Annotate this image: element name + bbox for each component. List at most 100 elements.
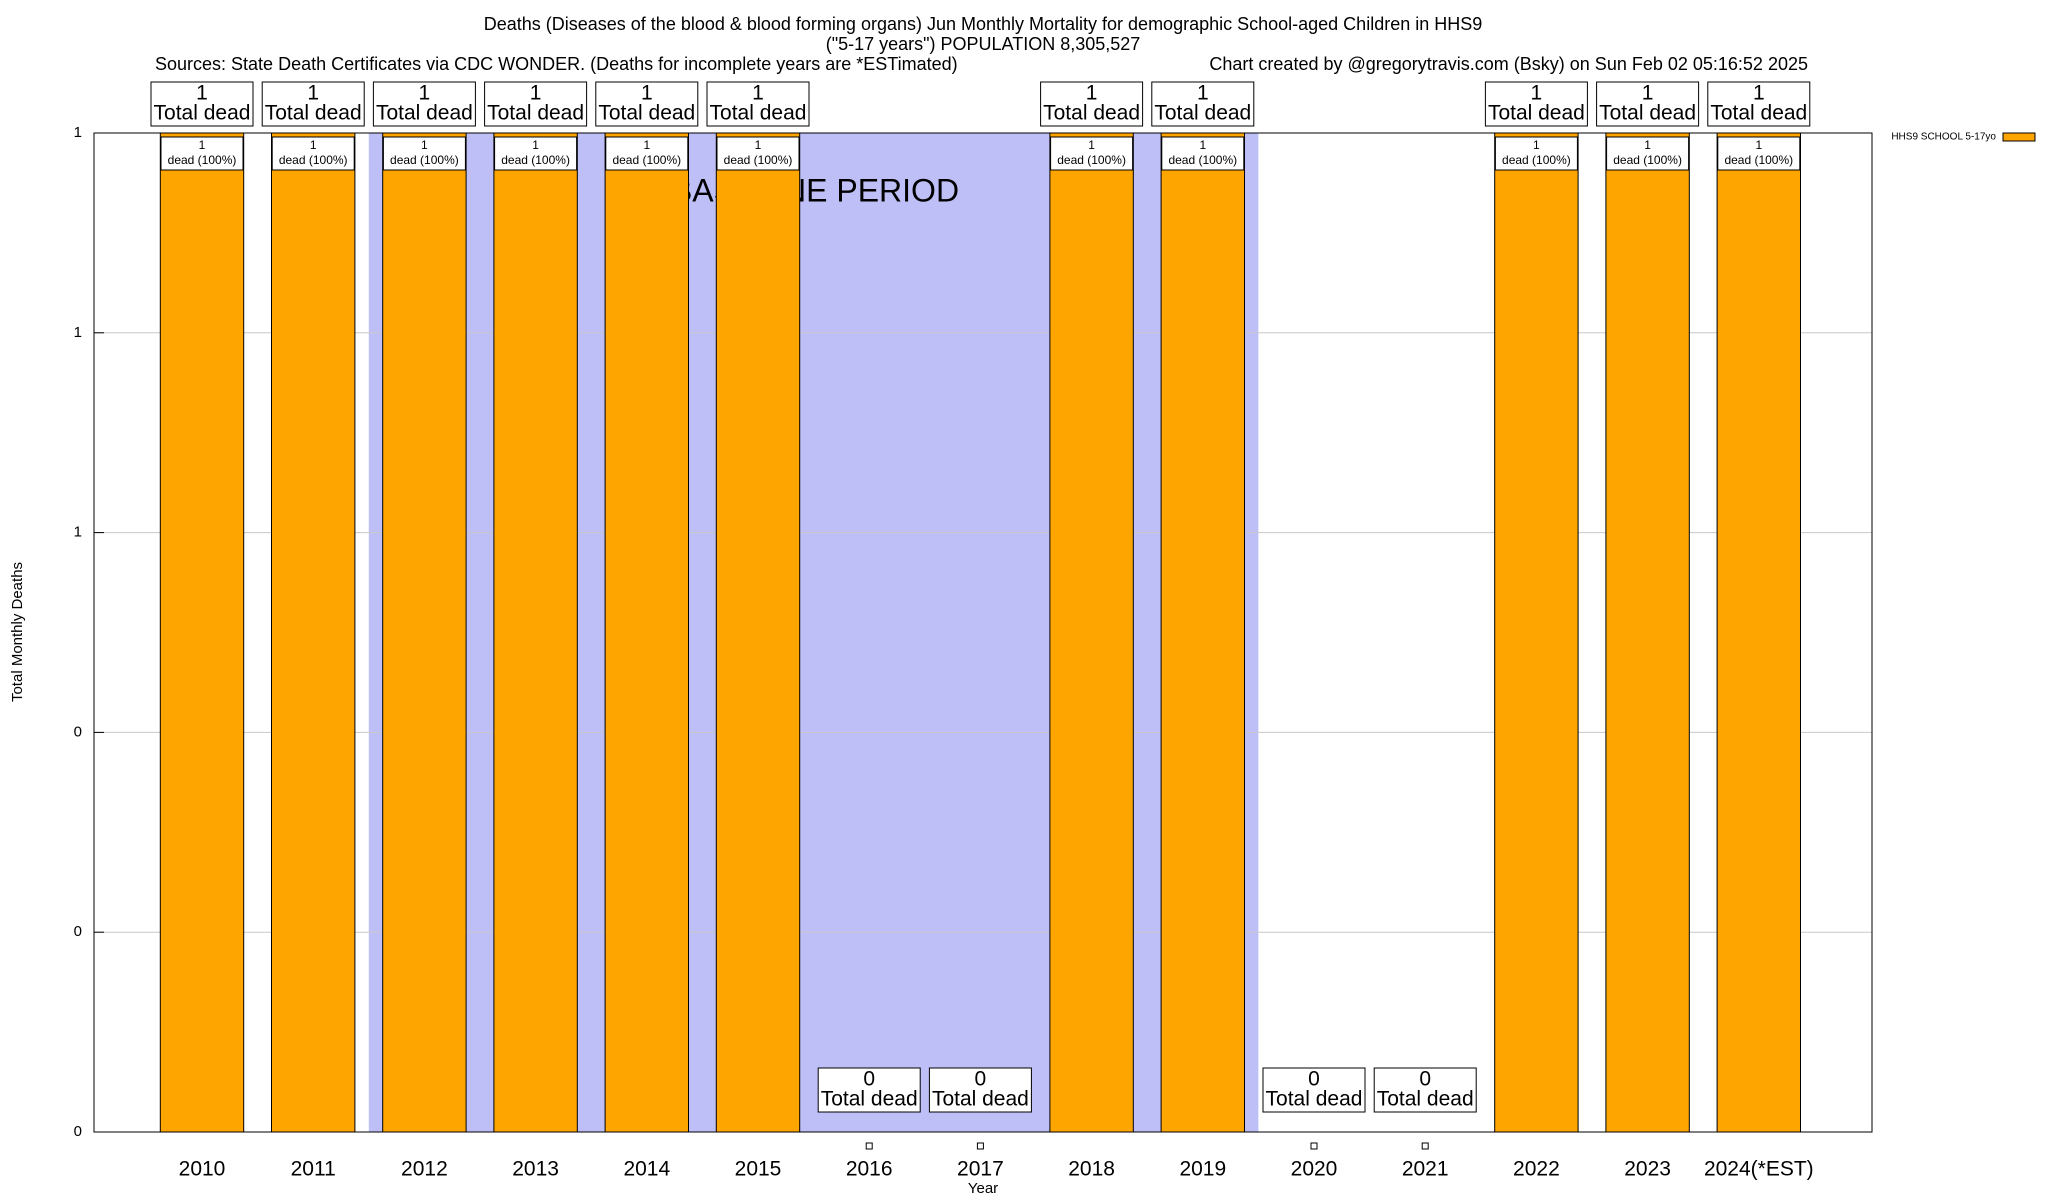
value-label: 1 bbox=[752, 82, 764, 105]
chart-subtitle: ("5-17 years") POPULATION 8,305,527 bbox=[826, 34, 1141, 54]
share-label-value: 1 bbox=[199, 138, 206, 152]
value-label: 1 bbox=[641, 82, 653, 105]
y-tick-label: 1 bbox=[74, 324, 82, 341]
share-label-value: 1 bbox=[310, 138, 317, 152]
share-label: dead (100%) bbox=[724, 153, 793, 167]
y-tick-label: 0 bbox=[74, 1123, 82, 1140]
value-label-text: Total dead bbox=[487, 102, 584, 125]
share-label-value: 1 bbox=[1088, 138, 1095, 152]
share-label-value: 1 bbox=[421, 138, 428, 152]
value-label-box bbox=[150, 81, 254, 127]
legend-label: HHS9 SCHOOL 5-17yo bbox=[1891, 132, 1996, 143]
x-tick-label: 2011 bbox=[291, 1158, 336, 1181]
value-label: 1 bbox=[1642, 82, 1654, 105]
value-label-box bbox=[595, 81, 699, 127]
share-label: dead (100%) bbox=[1168, 153, 1237, 167]
value-label: 1 bbox=[196, 82, 208, 105]
share-label-box bbox=[494, 136, 578, 171]
credit-note: Chart created by @gregorytravis.com (Bsk… bbox=[1209, 54, 1808, 74]
value-label-text: Total dead bbox=[710, 102, 807, 125]
value-label: 1 bbox=[307, 82, 319, 105]
bar bbox=[1716, 132, 1801, 1133]
value-label: 1 bbox=[1086, 82, 1098, 105]
x-tick-label: 2012 bbox=[401, 1158, 448, 1181]
x-tick-label: 2020 bbox=[1291, 1158, 1338, 1181]
x-tick-label: 2018 bbox=[1068, 1158, 1115, 1181]
share-label: dead (100%) bbox=[612, 153, 681, 167]
share-label: dead (100%) bbox=[1502, 153, 1571, 167]
baseline-label: BASELINE PERIOD bbox=[671, 172, 959, 208]
zero-marker bbox=[865, 1142, 873, 1150]
share-label-value: 1 bbox=[1533, 138, 1540, 152]
x-tick-label: 2015 bbox=[735, 1158, 782, 1181]
legend-swatch bbox=[2002, 132, 2036, 142]
value-label: 0 bbox=[975, 1068, 987, 1091]
value-label: 1 bbox=[1197, 82, 1209, 105]
share-label-value: 1 bbox=[755, 138, 762, 152]
value-label-box bbox=[1707, 81, 1811, 127]
share-label-box bbox=[382, 136, 466, 171]
value-label-box bbox=[484, 81, 588, 127]
share-label: dead (100%) bbox=[501, 153, 570, 167]
value-label-text: Total dead bbox=[1043, 102, 1140, 125]
value-label-text: Total dead bbox=[1599, 102, 1696, 125]
value-label-box bbox=[261, 81, 365, 127]
share-label-box bbox=[1717, 136, 1801, 171]
share-label-value: 1 bbox=[1199, 138, 1206, 152]
value-label-text: Total dead bbox=[932, 1088, 1029, 1111]
x-tick-label: 2024(*EST) bbox=[1704, 1158, 1814, 1181]
x-tick-label: 2023 bbox=[1624, 1158, 1671, 1181]
value-label-text: Total dead bbox=[821, 1088, 918, 1111]
share-label: dead (100%) bbox=[1613, 153, 1682, 167]
x-tick-label: 2016 bbox=[846, 1158, 893, 1181]
value-label: 1 bbox=[1753, 82, 1765, 105]
value-label-box bbox=[928, 1067, 1032, 1113]
value-label-text: Total dead bbox=[265, 102, 362, 125]
share-label-box bbox=[160, 136, 244, 171]
bar bbox=[1049, 132, 1134, 1133]
share-label: dead (100%) bbox=[1724, 153, 1793, 167]
y-tick-label: 0 bbox=[74, 923, 82, 940]
value-label-box bbox=[372, 81, 476, 127]
bar bbox=[715, 132, 801, 1133]
value-label-box bbox=[817, 1067, 921, 1113]
value-label-box bbox=[1040, 81, 1144, 127]
zero-marker bbox=[1421, 1142, 1429, 1150]
value-label: 1 bbox=[530, 82, 542, 105]
value-label: 1 bbox=[1531, 82, 1543, 105]
share-label-box bbox=[716, 136, 800, 171]
bar bbox=[1605, 132, 1690, 1133]
bar bbox=[604, 132, 689, 1133]
share-label-box bbox=[1050, 136, 1134, 171]
value-label-text: Total dead bbox=[376, 102, 473, 125]
x-tick-label: 2022 bbox=[1513, 1158, 1560, 1181]
value-label-text: Total dead bbox=[1377, 1088, 1474, 1111]
plot-frame bbox=[93, 132, 1873, 1133]
y-axis-label: Total Monthly Deaths bbox=[9, 562, 26, 702]
y-tick-label: 0 bbox=[74, 723, 82, 740]
value-label: 0 bbox=[863, 1068, 875, 1091]
value-label: 0 bbox=[1308, 1068, 1320, 1091]
share-label-box bbox=[271, 136, 355, 171]
value-label-box bbox=[1484, 81, 1588, 127]
value-label-text: Total dead bbox=[1266, 1088, 1363, 1111]
share-label: dead (100%) bbox=[168, 153, 237, 167]
value-label-text: Total dead bbox=[1154, 102, 1251, 125]
x-tick-label: 2019 bbox=[1179, 1158, 1226, 1181]
value-label-text: Total dead bbox=[598, 102, 695, 125]
value-label-text: Total dead bbox=[1488, 102, 1585, 125]
zero-marker bbox=[976, 1142, 984, 1150]
share-label-box bbox=[1494, 136, 1578, 171]
source-note: Sources: State Death Certificates via CD… bbox=[155, 54, 958, 74]
y-tick-label: 1 bbox=[74, 124, 82, 141]
bar bbox=[1494, 132, 1579, 1133]
share-label-value: 1 bbox=[1644, 138, 1651, 152]
x-tick-label: 2014 bbox=[623, 1158, 670, 1181]
share-label-box bbox=[1161, 136, 1245, 171]
share-label: dead (100%) bbox=[1057, 153, 1126, 167]
share-label: dead (100%) bbox=[279, 153, 348, 167]
value-label-box bbox=[1373, 1067, 1477, 1113]
share-label: dead (100%) bbox=[390, 153, 459, 167]
value-label-box bbox=[1262, 1067, 1366, 1113]
